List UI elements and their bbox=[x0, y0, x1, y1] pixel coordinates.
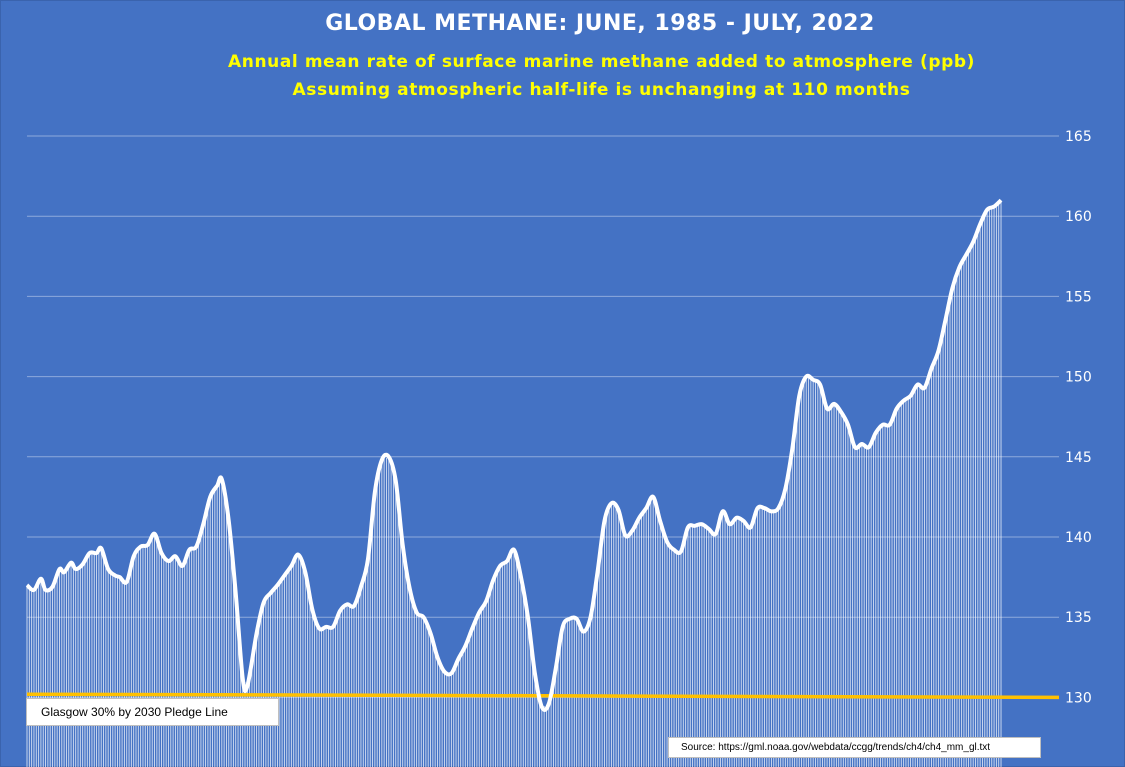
y-tick-label: 150 bbox=[1065, 370, 1092, 386]
chart-title: GLOBAL METHANE: JUNE, 1985 - JULY, 2022 bbox=[325, 11, 875, 36]
chart-subtitle: Annual mean rate of surface marine metha… bbox=[227, 52, 976, 72]
y-tick-label: 155 bbox=[1065, 289, 1092, 305]
y-tick-label: 135 bbox=[1065, 610, 1092, 626]
y-tick-label: 165 bbox=[1065, 129, 1092, 145]
y-axis: 130 135 140 145 150 155 160 165 bbox=[1065, 129, 1092, 706]
series-line bbox=[25, 198, 1003, 712]
grid-lines bbox=[27, 135, 1059, 698]
y-tick-label: 160 bbox=[1065, 209, 1092, 225]
reference-line-label: Glasgow 30% by 2030 Pledge Line bbox=[26, 698, 279, 726]
y-tick-label: 145 bbox=[1065, 450, 1092, 466]
chart-subtitle-2: Assuming atmospheric half-life is unchan… bbox=[292, 80, 911, 100]
reference-line bbox=[26, 692, 1060, 700]
y-tick-label: 130 bbox=[1065, 690, 1092, 706]
area-bars bbox=[26, 200, 1002, 767]
source-note: Source: https://gml.noaa.gov/webdata/ccg… bbox=[668, 737, 1041, 758]
y-tick-label: 140 bbox=[1065, 530, 1092, 546]
